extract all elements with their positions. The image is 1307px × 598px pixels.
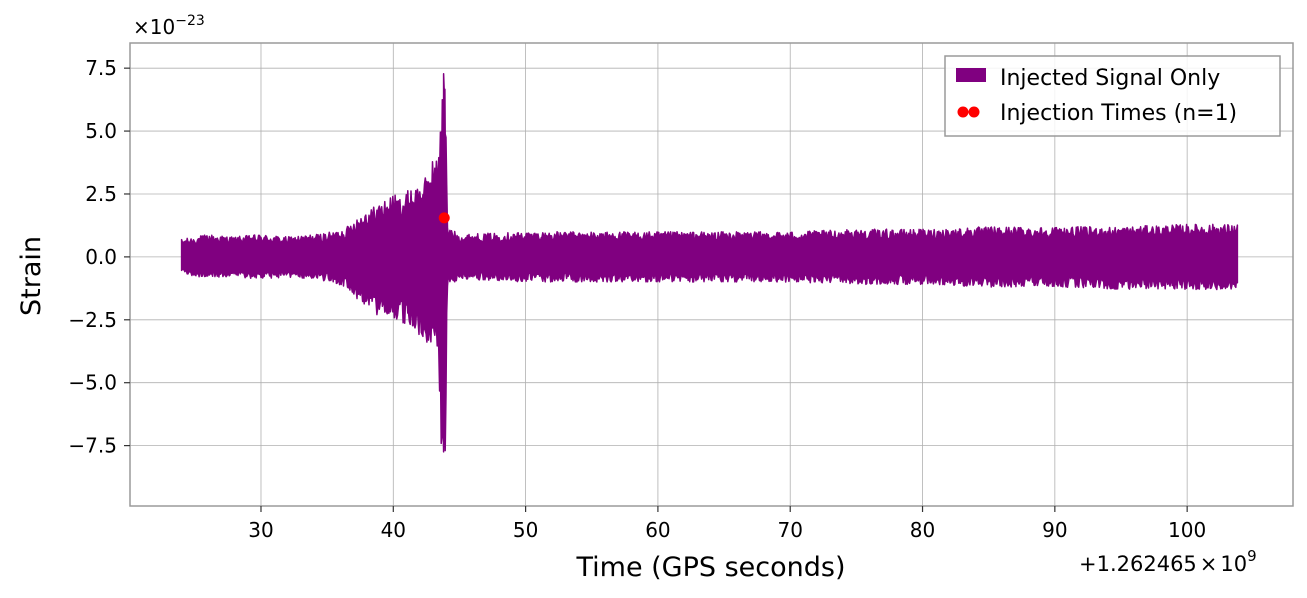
- y-tick-label: 2.5: [85, 182, 117, 206]
- y-tick-label: 7.5: [85, 56, 117, 80]
- y-tick-label: −2.5: [68, 308, 117, 332]
- series-layer: [180, 73, 1239, 453]
- legend-swatch-injected-signal: [956, 68, 986, 82]
- x-tick-label: 40: [381, 518, 406, 542]
- x-axis-label: Time (GPS seconds): [575, 552, 845, 583]
- injection-time-point: [438, 212, 450, 224]
- plot-frame: [129, 42, 1294, 507]
- x-tick-label: 60: [645, 518, 670, 542]
- legend-label-injection-times: Injection Times (n=1): [1000, 101, 1237, 126]
- y-tick-label: 0.0: [85, 245, 117, 269]
- legend-marker-injection-time-1: [957, 106, 969, 118]
- x-tick-label: 70: [777, 518, 802, 542]
- y-tick-label: −7.5: [68, 434, 117, 458]
- y-tick-label: −5.0: [68, 371, 117, 395]
- x-tick-label: 90: [1042, 518, 1067, 542]
- y-tick-label: 5.0: [85, 119, 117, 143]
- legend: Injected Signal Only Injection Times (n=…: [944, 55, 1281, 137]
- injected-signal-band: [180, 73, 1239, 453]
- x-tick-label: 80: [910, 518, 935, 542]
- y-scale-label: ×10−23: [133, 13, 205, 39]
- x-tick-label: 50: [513, 518, 538, 542]
- legend-label-injected-signal: Injected Signal Only: [1000, 66, 1220, 91]
- x-tick-label: 30: [248, 518, 273, 542]
- y-axis-label: Strain: [16, 236, 47, 316]
- legend-frame: [944, 55, 1281, 137]
- x-tick-label: 100: [1168, 518, 1206, 542]
- x-axis: 30 40 50 60 70 80 90 100: [248, 506, 1206, 542]
- x-offset-label: +1.262465 × 109: [1079, 547, 1257, 576]
- y-axis: 7.5 5.0 2.5 0.0 −2.5 −5.0 −7.5: [68, 56, 130, 458]
- legend-marker-injection-time-2: [968, 106, 980, 118]
